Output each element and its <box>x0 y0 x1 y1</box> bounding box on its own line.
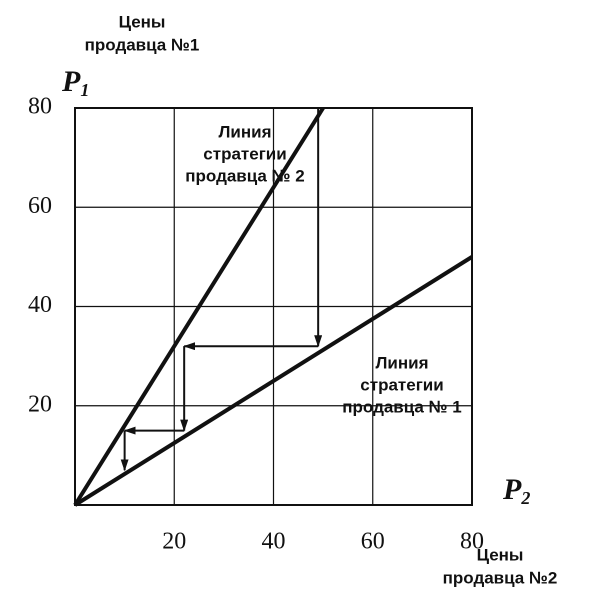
y-axis-label: Цены <box>119 12 166 31</box>
strategy-annotation: продавца № 1 <box>342 397 461 416</box>
strategy-line <box>73 255 474 507</box>
y-symbol: P1 <box>61 65 89 100</box>
x-symbol-letter: P <box>502 473 522 506</box>
x-axis-label: Цены <box>477 545 524 564</box>
x-symbol-sub: 2 <box>520 488 530 508</box>
y-tick-label: 60 <box>28 193 52 219</box>
y-symbol-sub: 1 <box>80 80 89 100</box>
strategy-annotation: Линия <box>218 122 271 141</box>
x-tick-label: 40 <box>262 529 286 555</box>
strategy-annotation: продавца № 2 <box>185 166 304 185</box>
x-axis-label: продавца №2 <box>443 568 558 587</box>
strategy-line <box>73 106 325 507</box>
strategy-annotation: Линия <box>375 353 428 372</box>
y-tick-label: 20 <box>28 391 52 417</box>
x-tick-label: 20 <box>162 529 186 555</box>
y-tick-label: 80 <box>28 94 52 120</box>
strategy-annotation: стратегии <box>360 375 443 394</box>
y-symbol-letter: P <box>61 65 81 98</box>
x-symbol: P2 <box>502 473 530 508</box>
x-tick-label: 80 <box>460 529 484 555</box>
x-tick-label: 60 <box>361 529 385 555</box>
y-tick-label: 40 <box>28 292 52 318</box>
y-axis-label: продавца №1 <box>85 35 200 54</box>
strategy-annotation: стратегии <box>203 144 286 163</box>
